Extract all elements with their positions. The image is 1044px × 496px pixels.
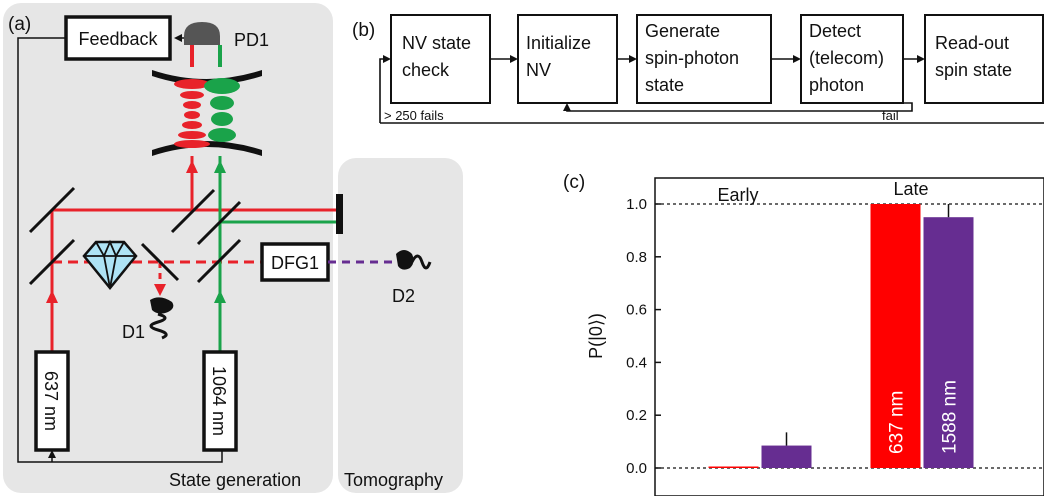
mirror-icon [28,186,76,234]
tomography-region [338,158,463,493]
laser-1064-box [202,350,238,452]
d1-detector-icon [149,297,174,340]
d2-label: D2 [392,286,415,306]
mirrors [28,186,242,286]
flow-step-5-line-1: Read-out [935,33,1009,53]
laser-1064-label: 1064 nm [209,366,229,436]
red-dashed-arrow-icon [154,284,166,296]
y-tick-label: 0.6 [626,302,647,319]
red-arrow-up-icon [46,290,58,303]
fail-label: fail [882,108,899,123]
pd1-label: PD1 [234,30,269,50]
feedback-wire [17,37,223,463]
dfg1-label: DFG1 [271,253,319,273]
green-arrow-cavity-icon [214,160,226,173]
flow-arrows [379,55,1044,124]
laser-637-box [34,350,70,452]
flow-step-3: Generate spin-photon state [636,14,772,104]
green-beam-path [218,156,340,352]
flow-step-1-line-2: check [402,60,450,80]
bar-1588-nm-late [923,217,974,468]
bar-series-label: 1588 nm [940,380,961,454]
y-tick-label: 1.0 [626,196,647,213]
flow-step-2: Initialize NV [517,14,618,104]
diamond-icon [82,239,138,290]
mirror-icon [196,200,242,246]
mirror-icon [28,238,76,286]
dfg1-box [260,242,330,282]
bar-637-nm-late [870,204,921,468]
chart-bars: 637 nm 1588 nm [708,204,974,468]
group-label-late: Late [893,179,928,199]
mirror-icon [170,188,216,234]
flow-step-1-line-1: NV state [402,33,471,53]
flow-step-2-line-2: NV [526,60,551,80]
red-arrow-cavity-icon [186,160,198,173]
state-generation-label: State generation [169,470,301,490]
y-axis-ticks: 0.0 0.2 0.4 0.6 0.8 1.0 [626,196,661,477]
panel-b: (b) NV state check Initialize NV Generat… [352,14,1044,124]
flow-step-3-line-1: Generate [645,21,720,41]
bar-1588-nm-early [761,445,812,468]
panel-b-label: (b) [352,20,375,41]
flow-step-4-line-2: (telecom) [809,48,884,68]
fails-label: > 250 fails [384,108,444,123]
flow-step-4-line-3: photon [809,75,864,95]
mirror-icon [140,242,180,282]
panel-a-label: (a) [8,14,31,35]
mirror-icon [196,238,242,284]
green-arrow-up-icon [214,290,226,303]
y-axis-label: P(|0⟩) [586,313,606,359]
bar-637-nm-early [708,466,759,468]
tomography-label: Tomography [344,470,443,490]
reference-lines [655,203,1044,469]
flow-step-3-line-2: spin-photon [645,48,739,68]
beam-block-icon [336,194,343,234]
panel-c: (c) P(|0⟩) 0.0 0.2 0.4 0.6 0.8 1.0 637 nm 1588… [563,172,1044,496]
pd1-icon [184,22,220,45]
laser-637-label: 637 nm [41,371,61,431]
panel-c-label: (c) [563,172,585,193]
flow-step-5: Read-out spin state [924,14,1044,104]
feedback-box [64,15,172,61]
y-tick-label: 0.0 [626,460,647,477]
group-label-early: Early [717,185,758,205]
flow-step-4-line-1: Detect [809,21,861,41]
chart-plot-area [654,177,1044,496]
d1-label: D1 [122,322,145,342]
y-tick-label: 0.8 [626,249,647,266]
flow-step-1: NV state check [390,14,491,104]
state-generation-region [3,3,333,493]
flow-step-4: Detect (telecom) photon [800,14,904,104]
flow-step-2-line-1: Initialize [526,33,591,53]
feedback-label: Feedback [78,29,158,49]
y-tick-label: 0.4 [626,354,647,371]
green-cavity-mode-icon [204,78,240,142]
flow-step-3-line-3: state [645,75,684,95]
y-tick-label: 0.2 [626,407,647,424]
panel-a: (a) Feedback PD1 [3,3,463,493]
red-cavity-mode-icon [174,79,210,148]
bar-series-label: 637 nm [887,391,908,454]
flow-step-5-line-2: spin state [935,60,1012,80]
d2-detector-icon [396,250,432,270]
